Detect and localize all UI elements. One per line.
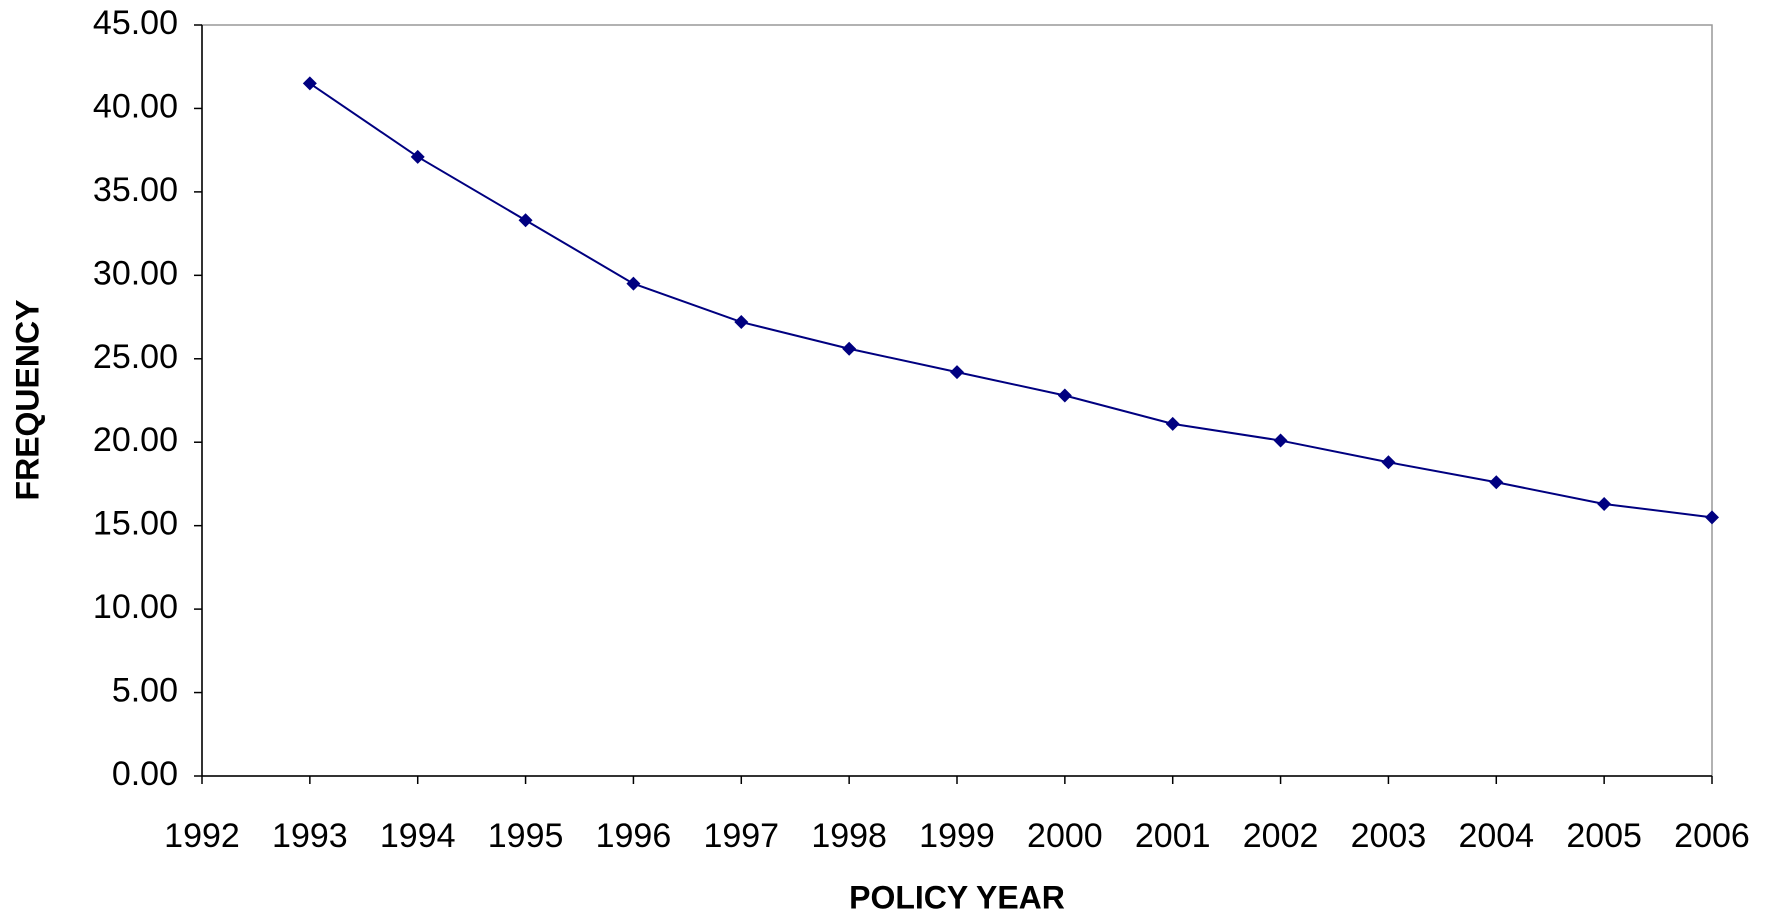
- data-point: [842, 341, 857, 356]
- x-tick-label: 1999: [919, 817, 995, 855]
- x-tick-label: 2002: [1243, 817, 1319, 855]
- series-line: [309, 82, 1713, 519]
- data-point: [1705, 510, 1719, 525]
- data-point: [626, 276, 641, 291]
- y-tick-label: 25.00: [93, 338, 178, 376]
- data-point: [1057, 388, 1072, 403]
- x-axis-title: POLICY YEAR: [849, 879, 1065, 914]
- data-point: [518, 213, 533, 228]
- y-tick-label: 5.00: [112, 672, 178, 710]
- y-tick-label: 30.00: [93, 254, 178, 292]
- data-point: [1597, 496, 1612, 511]
- x-tick-label: 2000: [1027, 817, 1103, 855]
- x-tick-label: 1993: [272, 817, 348, 855]
- y-tick-label: 10.00: [93, 588, 178, 626]
- y-tick-label: 45.00: [93, 4, 178, 42]
- data-point: [410, 149, 425, 164]
- y-tick-label: 40.00: [93, 87, 178, 125]
- x-tick-label: 1995: [488, 817, 564, 855]
- y-tick-label: 20.00: [93, 421, 178, 459]
- x-tick-label: 1994: [380, 817, 456, 855]
- data-point: [1273, 433, 1288, 448]
- data-point: [1489, 475, 1504, 490]
- y-tick-label: 15.00: [93, 505, 178, 543]
- x-tick-label: 2006: [1674, 817, 1750, 855]
- x-tick-label: 2005: [1566, 817, 1642, 855]
- data-point: [1165, 416, 1180, 431]
- x-tick-label: 2001: [1135, 817, 1211, 855]
- x-tick-label: 2003: [1351, 817, 1427, 855]
- x-tick-label: 1996: [596, 817, 672, 855]
- x-tick-label: 1997: [703, 817, 779, 855]
- plot-frame: [201, 24, 1713, 777]
- x-tick-label: 2004: [1458, 817, 1534, 855]
- data-point: [950, 365, 964, 380]
- data-point: [302, 76, 317, 91]
- y-axis-title: FREQUENCY: [9, 300, 45, 501]
- data-point: [734, 315, 749, 330]
- data-point: [1381, 455, 1396, 470]
- y-tick-label: 35.00: [93, 171, 178, 209]
- x-tick-label: 1992: [164, 817, 240, 855]
- x-tick-label: 1998: [811, 817, 887, 855]
- y-tick-label: 0.00: [112, 755, 178, 793]
